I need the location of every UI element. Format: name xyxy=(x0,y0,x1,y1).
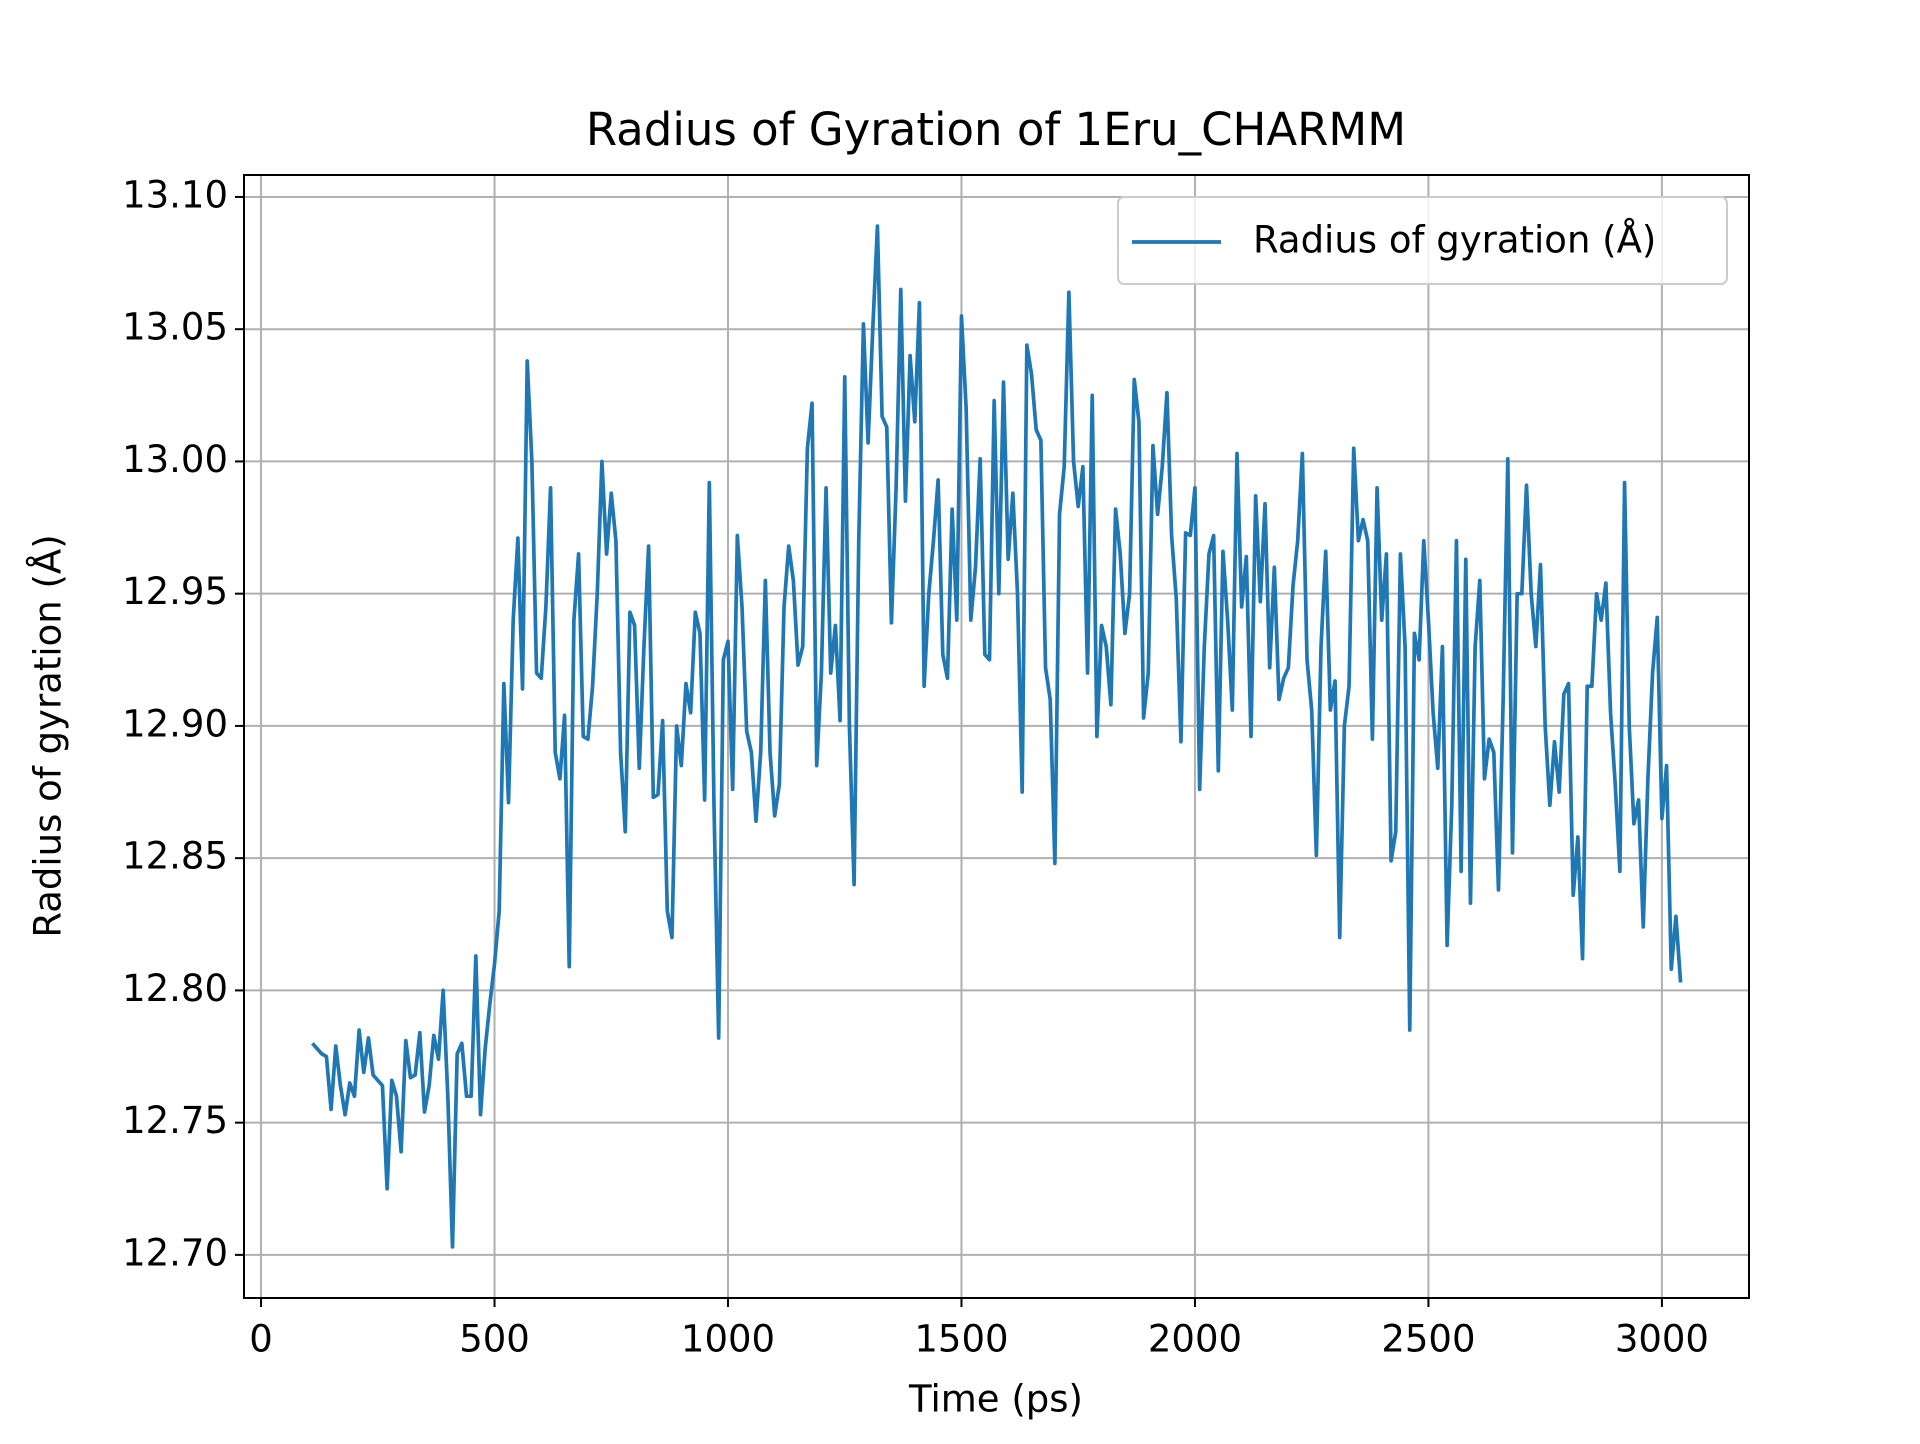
legend-label: Radius of gyration (Å) xyxy=(1253,218,1656,262)
y-tick-label: 12.90 xyxy=(122,702,228,745)
y-axis-label: Radius of gyration (Å) xyxy=(26,534,70,937)
chart-title: Radius of Gyration of 1Eru_CHARMM xyxy=(586,103,1406,156)
y-tick-label: 13.05 xyxy=(122,306,228,349)
x-tick-label: 1000 xyxy=(681,1318,775,1361)
x-tick-label: 2000 xyxy=(1148,1318,1242,1361)
legend: Radius of gyration (Å) xyxy=(1117,196,1728,285)
y-tick-label: 12.75 xyxy=(122,1099,228,1142)
axes-frame xyxy=(243,174,1750,1299)
legend-box xyxy=(1117,196,1728,285)
x-tick-label: 3000 xyxy=(1615,1318,1709,1361)
y-tick-label: 12.85 xyxy=(122,835,228,878)
y-tick-label: 12.70 xyxy=(122,1231,228,1274)
y-tick-label: 12.80 xyxy=(122,967,228,1010)
data-line xyxy=(311,224,1683,1249)
y-tick-label: 12.95 xyxy=(122,570,228,613)
x-tick-label: 0 xyxy=(249,1318,273,1361)
y-tick-label: 13.00 xyxy=(122,438,228,481)
x-tick-label: 2500 xyxy=(1381,1318,1475,1361)
grid xyxy=(244,175,1749,1298)
x-axis-label: Time (ps) xyxy=(908,1378,1083,1421)
y-tick-label: 13.10 xyxy=(122,173,228,216)
x-tick-label: 500 xyxy=(459,1318,530,1361)
x-tick-label: 1500 xyxy=(914,1318,1008,1361)
